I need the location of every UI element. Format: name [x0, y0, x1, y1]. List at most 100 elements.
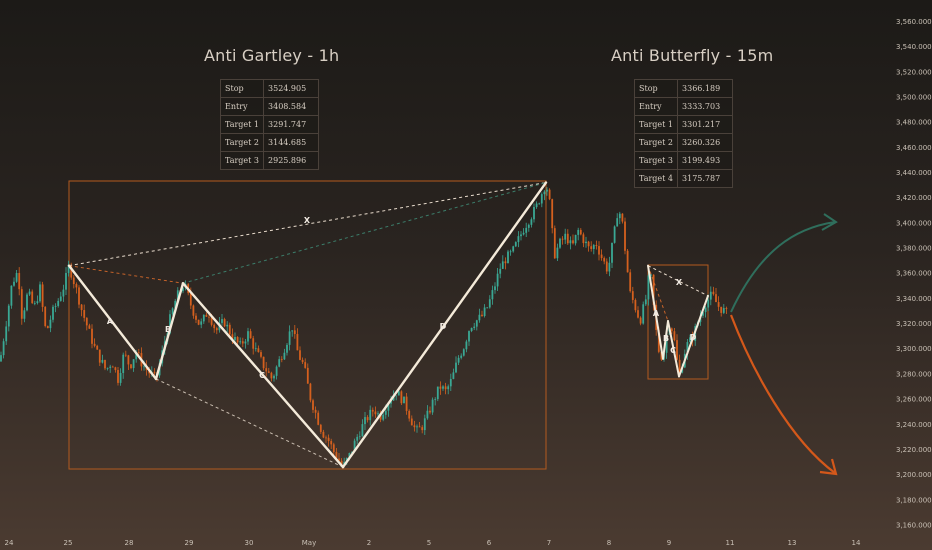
candle-body: [387, 403, 390, 411]
x-tick-label: 13: [788, 539, 797, 547]
candle-body: [286, 344, 288, 353]
candle-body: [405, 396, 408, 411]
x-tick-label: 29: [185, 539, 194, 547]
candle-body: [312, 400, 314, 410]
candle-body: [267, 371, 270, 373]
candle-body: [7, 305, 10, 327]
candle-body: [712, 291, 715, 295]
candle-body: [426, 410, 429, 419]
candle-body: [41, 284, 44, 307]
candle-body: [18, 273, 21, 290]
candle-body: [665, 331, 668, 353]
x-tick-label: 14: [852, 539, 861, 547]
candle-body: [566, 233, 569, 244]
pattern-leg: [181, 282, 345, 469]
candle-body: [707, 299, 710, 308]
candle-body: [361, 424, 364, 437]
candle-body: [306, 367, 309, 384]
candle-body: [494, 286, 496, 291]
candle-body: [629, 272, 632, 292]
level-value: 3199.493: [677, 151, 734, 170]
candle-body: [72, 277, 75, 285]
candle-body: [403, 396, 405, 404]
pattern-leg-label: C: [670, 346, 676, 355]
candle-body: [410, 418, 413, 426]
candle-body: [70, 264, 73, 278]
candle-body: [65, 273, 67, 290]
level-value: 3366.189: [677, 79, 734, 98]
candle-body: [317, 412, 320, 425]
candle-body: [634, 299, 637, 311]
table-row: Target 3 3199.493: [633, 151, 734, 170]
y-tick-label: 3,480.000: [896, 119, 932, 127]
candle-body: [358, 436, 361, 438]
candle-body: [208, 316, 210, 318]
candle-body: [330, 441, 333, 445]
candle-body: [5, 326, 8, 342]
candle-body: [564, 233, 567, 240]
y-tick-label: 3,260.000: [896, 396, 932, 404]
candle-body: [452, 372, 455, 379]
candle-body: [91, 328, 93, 344]
candle-body: [28, 291, 31, 295]
candle-body: [543, 191, 546, 195]
pattern-box-butterfly: [647, 264, 709, 380]
pattern-leg-label: B: [165, 325, 171, 334]
candle-body: [301, 359, 304, 363]
candle-body: [527, 224, 530, 228]
candle-body: [673, 331, 676, 341]
candle-body: [561, 238, 564, 240]
candle-body: [579, 229, 582, 235]
y-tick-label: 3,420.000: [896, 194, 932, 202]
y-tick-label: 3,240.000: [896, 421, 932, 429]
candle-body: [348, 452, 351, 458]
candle-body: [88, 325, 91, 329]
candle-body: [444, 386, 447, 390]
candle-body: [462, 349, 465, 356]
candle-body: [291, 330, 294, 332]
y-tick-label: 3,520.000: [896, 68, 932, 76]
candle-body: [247, 331, 249, 342]
pattern-leg-label: B: [663, 334, 669, 343]
candle-body: [416, 426, 418, 428]
candle-body: [470, 327, 473, 332]
candle-body: [356, 436, 359, 441]
candle-body: [725, 308, 728, 309]
y-tick-label: 3,380.000: [896, 245, 932, 253]
candle-body: [546, 189, 548, 192]
candle-body: [449, 378, 452, 387]
x-tick-label: 2: [367, 539, 371, 547]
candle-body: [213, 324, 216, 329]
candle-body: [384, 410, 387, 415]
candle-body: [369, 409, 372, 421]
candle-body: [122, 354, 125, 373]
candle-body: [509, 251, 512, 253]
candle-body: [678, 359, 681, 373]
candle-body: [2, 341, 5, 356]
level-value: 3301.217: [677, 115, 734, 134]
candle-body: [642, 304, 645, 324]
candle-body: [538, 203, 541, 205]
candle-body: [130, 364, 132, 369]
candle-body: [137, 352, 140, 354]
candle-body: [314, 409, 317, 413]
candle-body: [374, 411, 377, 415]
candle-body: [421, 427, 424, 431]
candle-body: [265, 368, 268, 372]
y-tick-label: 3,220.000: [896, 446, 932, 454]
pattern-leg: [662, 320, 669, 360]
candle-body: [15, 273, 18, 282]
candle-body: [418, 426, 421, 428]
candle-body: [93, 343, 96, 346]
x-tick-label: 25: [64, 539, 73, 547]
y-tick-label: 3,300.000: [896, 345, 932, 353]
candle-body: [644, 299, 647, 305]
candle-body: [296, 334, 299, 351]
candle-body: [189, 293, 192, 306]
candle-body: [637, 310, 639, 318]
candle-body: [23, 310, 26, 319]
candle-body: [299, 350, 301, 360]
candle-body: [408, 410, 411, 419]
pattern-leg-label: C: [259, 371, 265, 380]
